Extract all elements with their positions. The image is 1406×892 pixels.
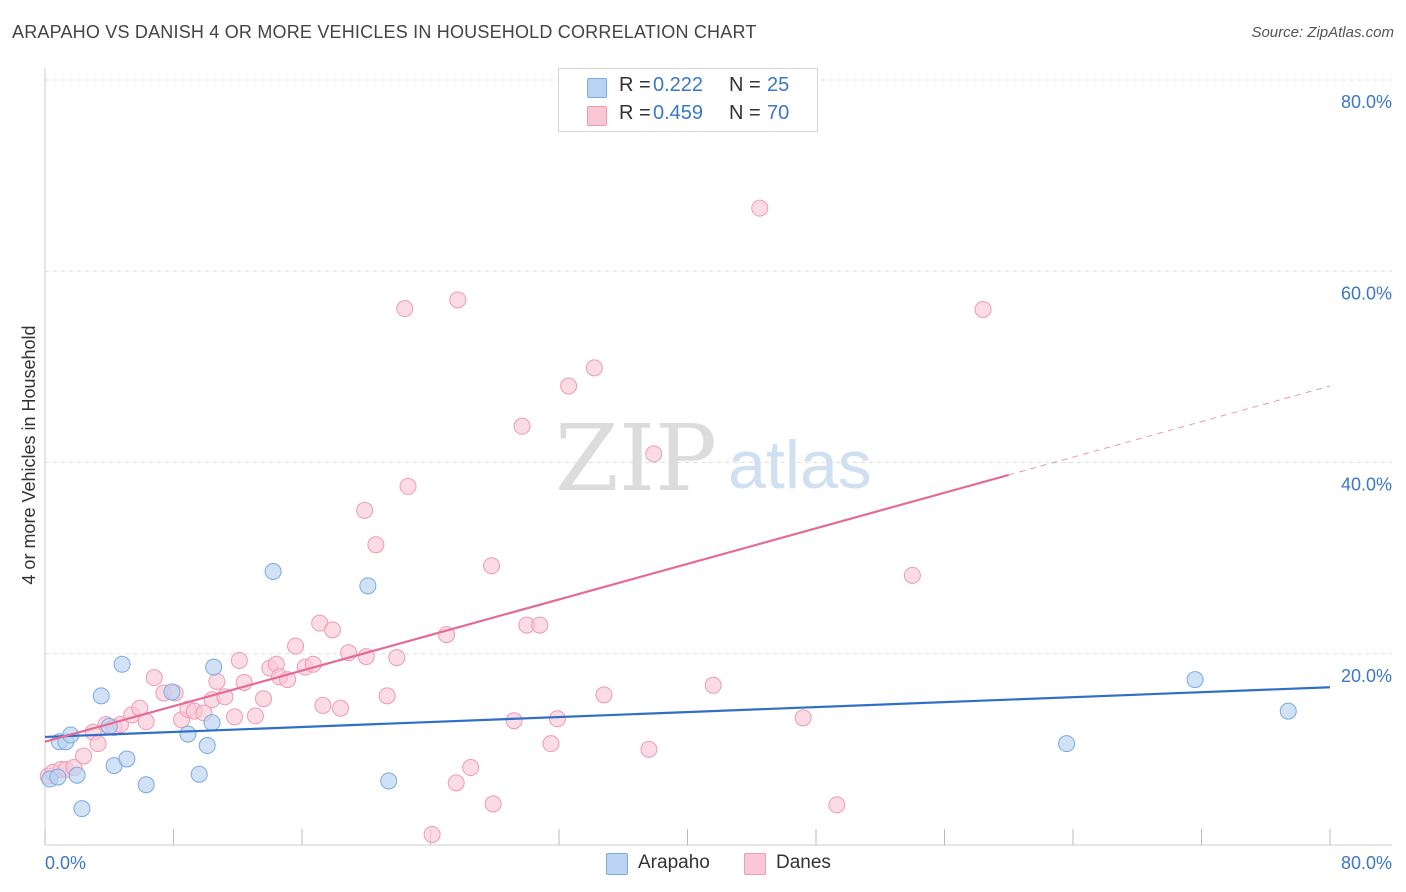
danes-point xyxy=(314,696,332,714)
danes-point xyxy=(208,672,226,690)
danes-point xyxy=(89,735,107,753)
x-tick-label: 80.0% xyxy=(1341,853,1392,873)
danes-point xyxy=(226,708,244,726)
r-label: R = xyxy=(619,74,651,96)
y-tick-label: 80.0% xyxy=(1341,92,1392,112)
danes-point xyxy=(513,417,531,435)
axes: 20.0% 40.0% 60.0% 80.0% 0.0% 80.0% xyxy=(44,68,1392,873)
danes-point xyxy=(531,616,549,634)
arapaho-point xyxy=(1186,671,1204,689)
watermark: ZIP atlas xyxy=(555,405,872,512)
danes-point xyxy=(324,621,342,639)
arapaho-point xyxy=(359,577,377,595)
arapaho-point xyxy=(92,687,110,705)
arapaho-legend-label: Arapaho xyxy=(638,852,710,873)
danes-point xyxy=(230,651,248,669)
arapaho-point xyxy=(1279,702,1297,720)
legend-row-danes: R = 0.459 N = 70 xyxy=(559,100,817,128)
danes-point xyxy=(751,199,769,217)
danes-point xyxy=(399,477,417,495)
source-label: Source: ZipAtlas.com xyxy=(1251,24,1394,41)
r-value: 0.459 xyxy=(653,102,704,124)
danes-point xyxy=(332,699,350,717)
danes-point xyxy=(640,740,658,758)
arapaho-point xyxy=(73,800,91,818)
data-points xyxy=(39,199,1297,843)
r-value: 0.222 xyxy=(653,74,704,96)
danes-point xyxy=(548,710,566,728)
arapaho-swatch xyxy=(587,78,607,98)
danes-point xyxy=(388,649,406,667)
danes-point xyxy=(356,501,374,519)
arapaho-point xyxy=(179,725,197,743)
danes-point xyxy=(75,747,93,765)
n-label: N = xyxy=(729,74,761,96)
danes-legend-label: Danes xyxy=(776,852,831,873)
danes-point xyxy=(287,637,305,655)
legend-row-arapaho: R = 0.222 N = 25 xyxy=(559,72,817,100)
danes-point xyxy=(585,359,603,377)
danes-point xyxy=(794,709,812,727)
trend-lines xyxy=(44,385,1331,743)
arapaho-point xyxy=(118,750,136,768)
danes-point xyxy=(483,557,501,575)
danes-point xyxy=(447,774,465,792)
r-label: R = xyxy=(619,102,651,124)
danes-point xyxy=(449,291,467,309)
trend-line-extension-danes xyxy=(1008,385,1331,476)
arapaho-point xyxy=(205,658,223,676)
n-value: 70 xyxy=(767,102,790,124)
y-tick-label: 60.0% xyxy=(1341,283,1392,303)
trend-line-danes xyxy=(44,473,1010,743)
danes-point xyxy=(484,795,502,813)
arapaho-point xyxy=(163,683,181,701)
danes-swatch xyxy=(587,106,607,126)
arapaho-legend-swatch xyxy=(606,853,628,875)
x-tick-label: 0.0% xyxy=(45,853,86,873)
danes-point xyxy=(367,536,385,554)
danes-point xyxy=(828,796,846,814)
arapaho-point xyxy=(49,768,67,786)
n-label: N = xyxy=(729,102,761,124)
trend-line-arapaho xyxy=(44,686,1331,739)
arapaho-point xyxy=(203,714,221,732)
danes-point xyxy=(254,690,272,708)
danes-point xyxy=(462,759,480,777)
correlation-legend: R = 0.222 N = 25 R = 0.459 N = 70 xyxy=(558,68,818,132)
arapaho-point xyxy=(1058,735,1076,753)
chart-title: ARAPAHO VS DANISH 4 OR MORE VEHICLES IN … xyxy=(12,22,757,42)
y-tick-label: 40.0% xyxy=(1341,475,1392,495)
watermark-atlas: atlas xyxy=(728,427,872,503)
danes-point xyxy=(423,825,441,843)
watermark-zip: ZIP xyxy=(555,405,717,512)
danes-point xyxy=(378,687,396,705)
y-axis-label: 4 or more Vehicles in Household xyxy=(19,325,39,584)
danes-point xyxy=(903,566,921,584)
danes-point xyxy=(560,377,578,395)
arapaho-point xyxy=(190,765,208,783)
danes-point xyxy=(246,707,264,725)
arapaho-point xyxy=(264,563,282,581)
arapaho-point xyxy=(380,772,398,790)
y-tick-label: 20.0% xyxy=(1341,666,1392,686)
danes-point xyxy=(396,300,414,318)
danes-legend-swatch xyxy=(744,853,766,875)
danes-point xyxy=(505,712,523,730)
n-value: 25 xyxy=(767,74,790,96)
grid-lines xyxy=(45,79,1392,655)
arapaho-point xyxy=(68,766,86,784)
arapaho-point xyxy=(113,655,131,673)
danes-point xyxy=(645,445,663,463)
danes-point xyxy=(542,735,560,753)
arapaho-point xyxy=(198,737,216,755)
danes-point xyxy=(704,676,722,694)
arapaho-point xyxy=(137,776,155,794)
danes-point xyxy=(145,669,163,687)
danes-point xyxy=(974,301,992,318)
danes-point xyxy=(595,686,613,704)
